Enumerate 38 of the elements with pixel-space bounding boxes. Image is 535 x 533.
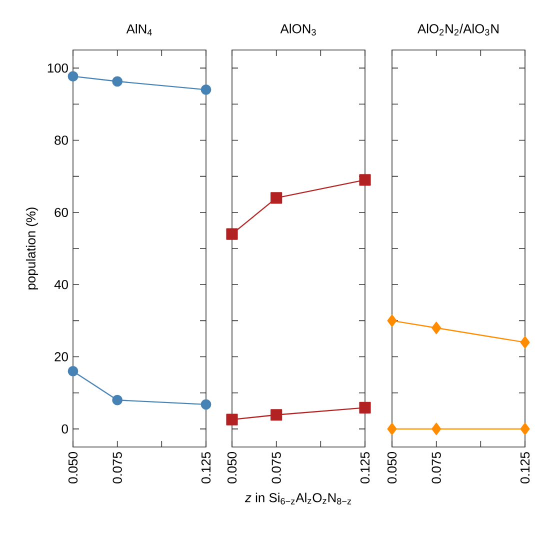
y-tick-label: 40	[54, 280, 68, 290]
x-tick-label: 0.075	[112, 452, 122, 484]
point	[68, 366, 78, 376]
point	[68, 71, 78, 82]
text: z in Si$_{6−z}$Al$_{z}$O$_{z}$N$_{8−z}$	[244, 492, 352, 504]
point	[226, 228, 238, 240]
x-tick-label: 0.075	[432, 452, 441, 484]
chart-title: AlON$_{3}$	[280, 24, 316, 36]
point	[270, 192, 282, 204]
point	[200, 399, 212, 410]
point	[387, 314, 397, 327]
point	[432, 322, 442, 334]
y-tick-label: 80	[54, 136, 68, 145]
point	[432, 422, 442, 436]
point	[112, 76, 123, 87]
y-tick-label: 100	[48, 63, 68, 73]
point	[359, 402, 371, 414]
x-tick-label: 0.125	[360, 452, 370, 484]
x-tick-label: 0.125	[520, 452, 530, 484]
y-axis-title: population (%)	[26, 208, 38, 290]
x-tick-label: 0.050	[387, 452, 397, 484]
point	[226, 414, 238, 426]
point	[112, 394, 123, 406]
x-tick-label: 0.050	[227, 452, 237, 484]
y-tick-label: 0	[62, 424, 68, 434]
point	[359, 174, 371, 186]
point	[520, 422, 530, 436]
y-tick-label: 60	[54, 208, 68, 217]
point	[270, 409, 282, 421]
point	[200, 84, 212, 95]
chart-title: AlN$_{4}$	[126, 24, 152, 36]
x-tick-label: 0.075	[272, 452, 281, 484]
y-tick-label: 20	[54, 352, 68, 362]
chart-title: AlO$_{2}$N$_{2}$/AlO$_{3}$N	[417, 24, 498, 36]
x-tick-label: 0.050	[68, 452, 78, 484]
point	[387, 422, 397, 436]
point	[520, 336, 530, 349]
x-tick-label: 0.125	[201, 452, 211, 484]
